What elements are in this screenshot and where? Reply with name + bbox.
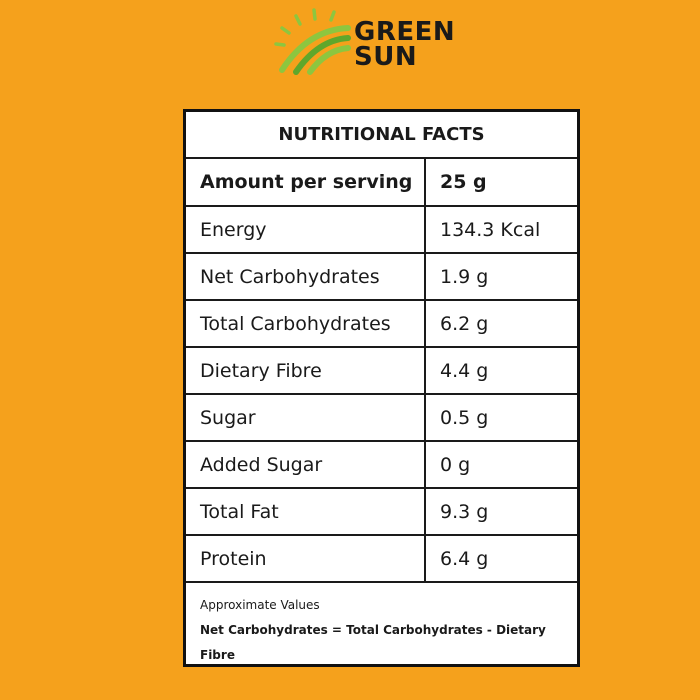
sun-icon bbox=[274, 8, 351, 75]
row-value: 9.3 g bbox=[425, 488, 577, 536]
table-row: Sugar 0.5 g bbox=[186, 394, 577, 442]
brand-line-2: SUN bbox=[354, 42, 418, 72]
nutrition-panel: NUTRITIONAL FACTS Amount per serving 25 … bbox=[183, 109, 580, 667]
table-header-row: Amount per serving 25 g bbox=[186, 159, 577, 207]
row-value: 6.2 g bbox=[425, 300, 577, 348]
approx-note: Approximate Values bbox=[200, 598, 320, 612]
row-label: Dietary Fibre bbox=[186, 347, 426, 395]
panel-title: NUTRITIONAL FACTS bbox=[186, 112, 577, 159]
serving-label: Amount per serving bbox=[186, 159, 426, 207]
table-row: Net Carbohydrates 1.9 g bbox=[186, 253, 577, 301]
nutrition-panel-body: NUTRITIONAL FACTS Amount per serving 25 … bbox=[186, 112, 577, 664]
row-value: 6.4 g bbox=[425, 535, 577, 583]
nutrition-table: Amount per serving 25 g Energy 134.3 Kca… bbox=[186, 159, 577, 583]
table-row: Dietary Fibre 4.4 g bbox=[186, 347, 577, 395]
row-value: 1.9 g bbox=[425, 253, 577, 301]
row-label: Protein bbox=[186, 535, 426, 583]
brand-line-1: GREEN bbox=[354, 17, 456, 47]
row-label: Net Carbohydrates bbox=[186, 253, 426, 301]
row-value: 0.5 g bbox=[425, 394, 577, 442]
row-label: Total Carbohydrates bbox=[186, 300, 426, 348]
table-row: Total Carbohydrates 6.2 g bbox=[186, 300, 577, 348]
row-label: Total Fat bbox=[186, 488, 426, 536]
row-label: Energy bbox=[186, 206, 426, 254]
table-row: Energy 134.3 Kcal bbox=[186, 206, 577, 254]
table-row: Total Fat 9.3 g bbox=[186, 488, 577, 536]
net-carb-formula: Net Carbohydrates = Total Carbohydrates … bbox=[200, 623, 546, 662]
row-value: 134.3 Kcal bbox=[425, 206, 577, 254]
brand-name: GREEN SUN bbox=[354, 17, 456, 72]
serving-value: 25 g bbox=[425, 159, 577, 207]
row-value: 4.4 g bbox=[425, 347, 577, 395]
table-row: Added Sugar 0 g bbox=[186, 441, 577, 489]
row-label: Sugar bbox=[186, 394, 426, 442]
row-label: Added Sugar bbox=[186, 441, 426, 489]
footnotes: Approximate Values Net Carbohydrates = T… bbox=[186, 583, 577, 668]
brand-logo: GREEN SUN bbox=[268, 6, 468, 76]
table-row: Protein 6.4 g bbox=[186, 535, 577, 583]
row-value: 0 g bbox=[425, 441, 577, 489]
